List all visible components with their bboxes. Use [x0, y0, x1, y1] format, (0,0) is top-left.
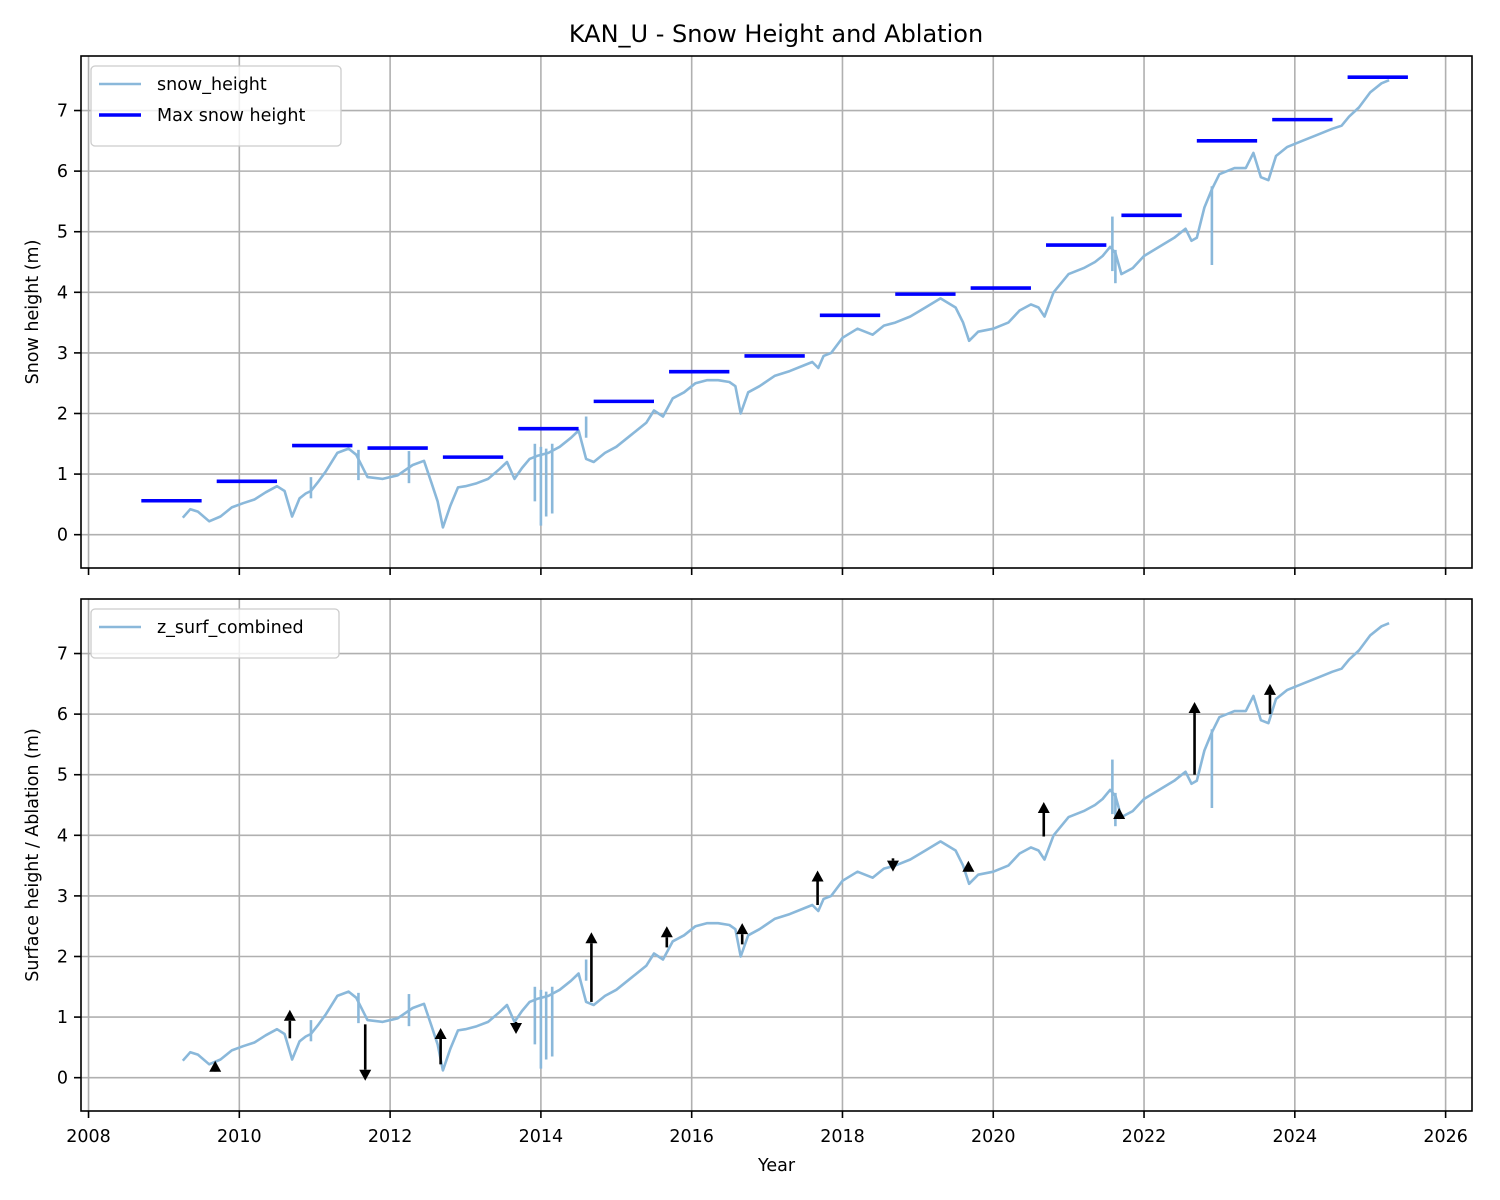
x-tick-label: 2026 [1423, 1127, 1468, 1147]
y-tick-label: 7 [57, 102, 68, 122]
y-axis-label: Snow height (m) [23, 240, 43, 385]
ablation-arrow-head [886, 860, 899, 872]
ablation-arrow-head [962, 860, 975, 872]
y-tick-label: 5 [57, 223, 68, 243]
ablation-arrow-head [1188, 702, 1201, 714]
x-tick-label: 2014 [519, 1127, 564, 1147]
y-tick-label: 0 [57, 1069, 68, 1089]
ablation-arrow-head [736, 923, 749, 935]
ablation-arrow-head [660, 926, 673, 938]
y-tick-label: 2 [57, 404, 68, 424]
x-tick-label: 2012 [368, 1127, 413, 1147]
y-tick-label: 4 [57, 283, 68, 303]
y-tick-label: 3 [57, 344, 68, 364]
legend-box [90, 65, 342, 147]
x-tick-label: 2022 [1122, 1127, 1167, 1147]
ablation-arrow-head [585, 932, 598, 944]
y-tick-label: 6 [57, 705, 68, 725]
ablation-arrow-head [1113, 808, 1126, 820]
y-tick-label: 0 [57, 526, 68, 546]
x-tick-label: 2010 [217, 1127, 262, 1147]
x-axis-label: Year [757, 1156, 796, 1176]
ablation-arrow-head [359, 1069, 372, 1081]
y-tick-label: 7 [57, 645, 68, 665]
y-tick-label: 5 [57, 766, 68, 786]
y-tick-label: 2 [57, 947, 68, 967]
x-tick-label: 2024 [1273, 1127, 1318, 1147]
x-tick-label: 2020 [971, 1127, 1016, 1147]
y-tick-label: 1 [57, 1008, 68, 1028]
legend-label: z_surf_combined [157, 618, 304, 638]
x-tick-label: 2018 [820, 1127, 865, 1147]
y-axis-label: Surface height / Ablation (m) [23, 728, 43, 982]
z-surf-combined-line [181, 621, 1390, 1072]
ablation-arrow-head [811, 870, 824, 882]
legend-label: snow_height [157, 75, 267, 95]
chart-title: KAN_U - Snow Height and Ablation [569, 20, 983, 48]
x-tick-label: 2008 [66, 1127, 111, 1147]
ablation-arrow-head [1263, 683, 1276, 695]
surface-height-panel: 2008 2010 2012 2014 2016 2018 2020 2022 2024 2026… [23, 598, 1473, 1176]
y-tick-label: 4 [57, 826, 68, 846]
legend-label: Max snow height [157, 106, 305, 126]
axes-frame [80, 55, 1473, 569]
snow-height-line [181, 78, 1390, 529]
ablation-arrow-head [1037, 801, 1050, 813]
y-tick-label: 6 [57, 162, 68, 182]
snow-height-panel: 0 1 2 3 4 5 6 7 Snow height (m) snow_height Max sn… [23, 55, 1473, 575]
y-tick-label: 3 [57, 887, 68, 907]
ablation-arrow-head [283, 1009, 296, 1021]
ablation-arrow-head [434, 1027, 447, 1039]
ablation-arrow-head [209, 1060, 222, 1072]
legend-box [90, 608, 340, 659]
x-tick-label: 2016 [669, 1127, 714, 1147]
axes-frame [80, 598, 1473, 1112]
ablation-arrow-head [510, 1023, 523, 1035]
y-tick-label: 1 [57, 465, 68, 485]
